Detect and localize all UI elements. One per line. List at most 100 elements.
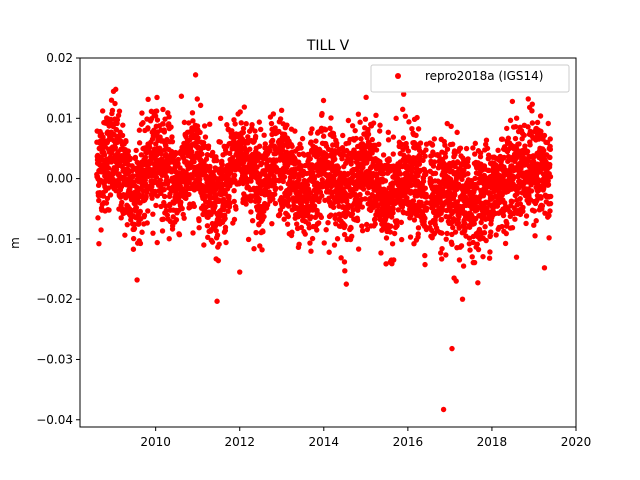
data-point [364, 226, 371, 233]
data-point [116, 108, 123, 114]
data-point [223, 150, 229, 156]
data-point [96, 197, 102, 204]
data-point [452, 151, 458, 158]
data-point [415, 225, 422, 231]
data-point [340, 132, 346, 139]
data-point [231, 172, 238, 178]
data-point [205, 143, 212, 149]
data-point [286, 197, 292, 203]
data-point [189, 175, 196, 181]
data-point [327, 125, 333, 132]
data-point [285, 213, 292, 220]
data-point [546, 212, 552, 219]
data-point [145, 208, 151, 214]
data-point [251, 246, 257, 252]
data-point [294, 221, 300, 227]
data-point [423, 147, 429, 153]
data-point [137, 208, 144, 215]
data-point [109, 107, 116, 114]
data-point [268, 120, 275, 127]
data-point [189, 148, 195, 155]
data-point [440, 202, 447, 208]
data-point [474, 185, 480, 191]
data-point [270, 196, 276, 202]
data-point [101, 152, 108, 158]
data-point [309, 126, 315, 132]
data-point [463, 145, 470, 152]
data-point [398, 236, 405, 243]
data-point [281, 216, 287, 222]
data-point [470, 239, 476, 246]
data-point [546, 235, 552, 241]
data-point [383, 261, 389, 267]
data-point [106, 207, 112, 213]
data-point [261, 132, 267, 138]
data-point [331, 242, 338, 248]
data-point [510, 175, 516, 182]
data-point [173, 217, 180, 223]
data-point [153, 108, 160, 114]
data-point [355, 204, 362, 210]
data-point [394, 218, 400, 224]
data-point [123, 139, 129, 145]
data-point [313, 138, 319, 144]
data-point [99, 108, 106, 114]
data-point [131, 225, 138, 232]
data-point [107, 192, 114, 198]
data-point [201, 123, 208, 129]
data-point [214, 157, 220, 164]
data-point [382, 178, 389, 184]
data-point [145, 125, 151, 131]
data-point [538, 195, 544, 201]
data-point [307, 240, 313, 246]
y-tick-label: −0.04 [36, 413, 73, 427]
data-point [374, 173, 380, 179]
data-points [94, 72, 554, 413]
data-point [320, 97, 327, 104]
data-point [299, 135, 306, 142]
data-point [527, 128, 534, 135]
data-point [348, 225, 354, 231]
data-point [391, 257, 397, 263]
data-point [120, 122, 126, 128]
data-point [355, 111, 362, 117]
data-point [280, 178, 286, 185]
y-axis-label: m [8, 237, 22, 249]
data-point [444, 230, 450, 237]
data-point [354, 217, 361, 224]
data-point [472, 151, 478, 157]
data-point [485, 152, 492, 158]
data-point [372, 216, 378, 222]
data-point [289, 229, 295, 235]
data-point [532, 233, 538, 239]
data-point [267, 148, 273, 154]
data-point [298, 145, 304, 151]
data-point [168, 124, 174, 130]
data-point [273, 185, 279, 191]
data-point [130, 246, 137, 252]
data-point [229, 155, 236, 161]
data-point [289, 143, 295, 150]
data-point [545, 120, 551, 127]
data-point [451, 217, 457, 223]
data-point [334, 236, 341, 242]
data-point [196, 217, 202, 224]
data-point [144, 220, 150, 226]
data-point [499, 192, 505, 198]
data-point [369, 136, 376, 143]
data-point [370, 120, 377, 126]
x-tick-label: 2012 [224, 435, 255, 449]
data-point [486, 167, 492, 174]
data-point [439, 245, 445, 252]
data-point [311, 175, 318, 182]
data-point [505, 135, 512, 141]
data-point [339, 144, 346, 151]
data-point [256, 143, 263, 149]
data-point [328, 115, 334, 121]
data-point [450, 224, 456, 231]
data-point [364, 190, 371, 196]
data-point [349, 123, 356, 129]
data-point [209, 239, 216, 245]
data-point [387, 168, 393, 174]
data-point [215, 257, 222, 264]
